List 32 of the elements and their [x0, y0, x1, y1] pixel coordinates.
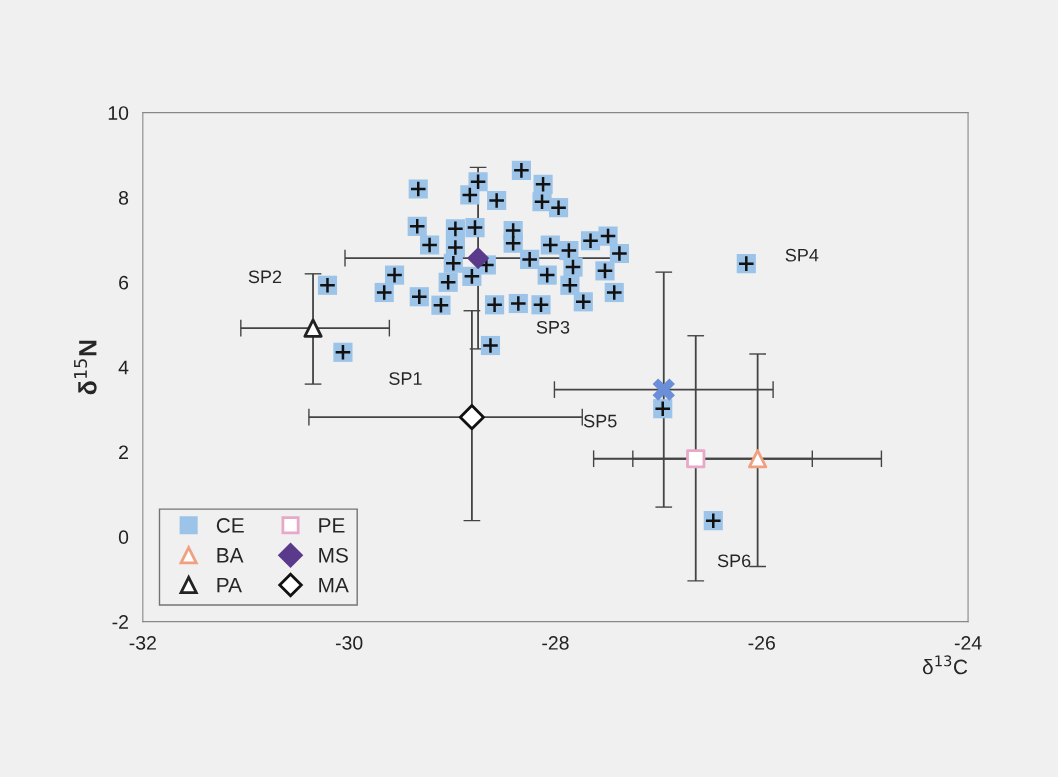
legend-label: MA [319, 577, 349, 593]
point [458, 404, 485, 431]
legend-label: CE [216, 518, 244, 533]
x-tick-label: -26 [748, 636, 775, 650]
y-tick-label: 0 [118, 530, 129, 545]
y-tick-label: 2 [119, 445, 128, 459]
legend-label: PE [319, 518, 345, 533]
y-tick-label: -2 [112, 615, 128, 629]
annotation: SP2 [248, 270, 282, 284]
legend-label: BA [217, 548, 244, 563]
point [467, 247, 489, 270]
legend-label: MS [319, 547, 348, 563]
point [748, 449, 768, 469]
annotation: SP5 [583, 414, 617, 428]
x-tick-label: -32 [129, 636, 156, 650]
x-tick-label: -28 [542, 636, 569, 650]
y-tick-label: 6 [119, 275, 129, 290]
annotation: SP6 [717, 554, 751, 568]
x-axis-title: δ$^{13}$C [922, 655, 968, 675]
point [686, 449, 706, 469]
y-axis-title: δ$^{15}$N [74, 340, 97, 395]
y-tick-label: 8 [118, 190, 129, 205]
y-tick-label: 10 [108, 106, 129, 120]
x-tick-label: -24 [954, 636, 982, 650]
annotation: SP3 [536, 320, 570, 334]
y-tick-label: 4 [118, 360, 129, 375]
x-tick-label: -30 [335, 636, 363, 650]
point [652, 378, 675, 401]
annotation: SP1 [389, 372, 422, 385]
annotation: SP4 [785, 248, 819, 262]
point [303, 318, 323, 338]
legend-label: PA [217, 577, 242, 593]
